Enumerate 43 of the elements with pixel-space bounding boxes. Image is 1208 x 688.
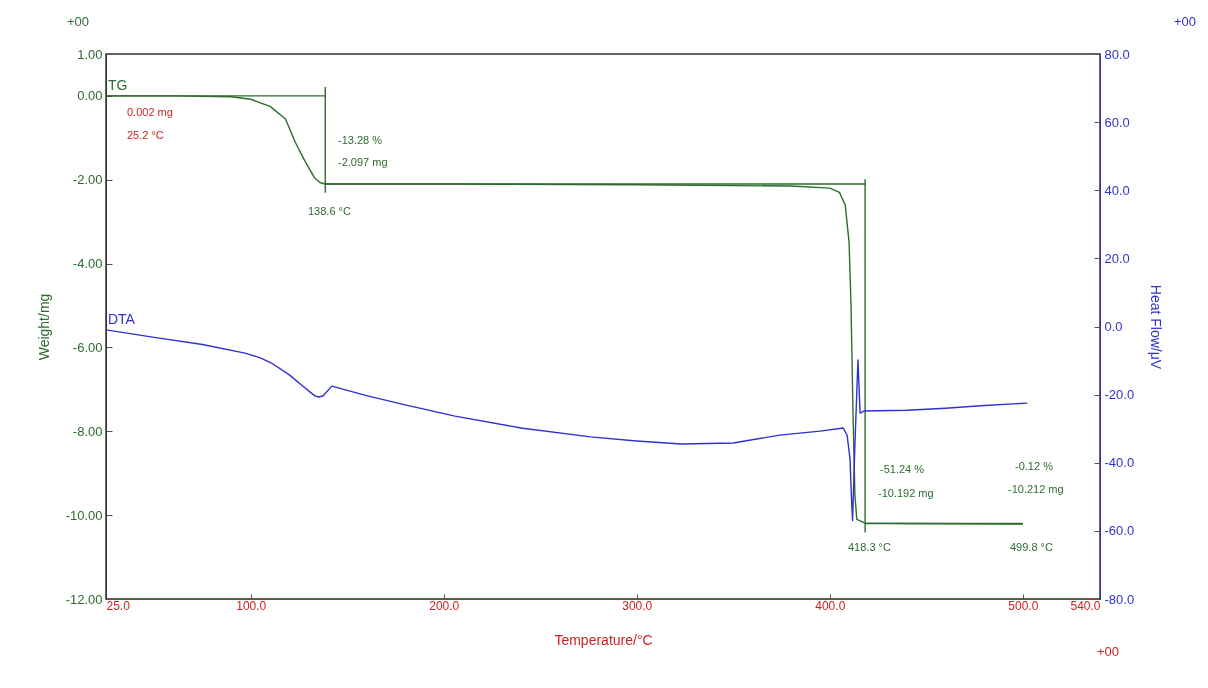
annotation: -2.097 mg bbox=[338, 156, 388, 168]
y2-tick-label: 80.0 bbox=[1104, 46, 1130, 62]
annotation: -0.12 % bbox=[1015, 460, 1054, 472]
y-tick-label: -4.00 bbox=[72, 256, 103, 272]
y2-axis-title: Heat Flow/μV bbox=[1148, 284, 1165, 370]
x-tick-label: 100.0 bbox=[236, 598, 267, 613]
annotation: -13.28 % bbox=[338, 134, 383, 146]
annotation: 138.6 °C bbox=[308, 205, 351, 217]
y-tick-label: 1.00 bbox=[77, 46, 103, 62]
series-label: DTA bbox=[108, 310, 136, 327]
y2-tick-label: -20.0 bbox=[1104, 387, 1135, 403]
y-tick-label: -2.00 bbox=[72, 172, 103, 188]
y-tick-label: 0.00 bbox=[77, 88, 103, 104]
annotation: -10.192 mg bbox=[878, 487, 934, 499]
x-axis-title: Temperature/°C bbox=[554, 631, 653, 648]
y-tick-label: -10.00 bbox=[65, 507, 103, 523]
text: +00 bbox=[66, 14, 90, 29]
annotation: 499.8 °C bbox=[1010, 541, 1053, 553]
y-tick-label: -12.00 bbox=[65, 591, 103, 607]
y2-tick-label: -60.0 bbox=[1104, 523, 1135, 539]
x-tick-label: 25.0 bbox=[106, 598, 131, 613]
annotation: -51.24 % bbox=[880, 463, 925, 475]
text: +00 bbox=[1173, 14, 1197, 29]
annotation: 0.002 mg bbox=[127, 106, 173, 118]
series-label: TG bbox=[108, 76, 128, 93]
y2-tick-label: 0.0 bbox=[1104, 319, 1123, 334]
x-tick-label: 400.0 bbox=[815, 598, 846, 613]
y2-tick-label: 20.0 bbox=[1104, 250, 1130, 266]
text: +00 bbox=[1096, 644, 1120, 659]
annotation: 418.3 °C bbox=[848, 541, 891, 553]
x-tick-label: 540.0 bbox=[1070, 598, 1101, 613]
x-tick-label: 200.0 bbox=[429, 598, 460, 613]
y2-tick-label: 40.0 bbox=[1104, 182, 1130, 198]
x-tick-label: 300.0 bbox=[622, 598, 653, 613]
x-tick-label: 500.0 bbox=[1008, 598, 1039, 613]
annotation: -10.212 mg bbox=[1008, 483, 1064, 495]
y-tick-label: -6.00 bbox=[72, 339, 103, 355]
y2-tick-label: -40.0 bbox=[1104, 455, 1135, 471]
annotation: 25.2 °C bbox=[127, 129, 164, 141]
y2-tick-label: 60.0 bbox=[1104, 114, 1130, 130]
y-axis-title: Weight/mg bbox=[35, 293, 52, 361]
y2-tick-label: -80.0 bbox=[1104, 591, 1135, 607]
y-tick-label: -8.00 bbox=[72, 423, 103, 439]
